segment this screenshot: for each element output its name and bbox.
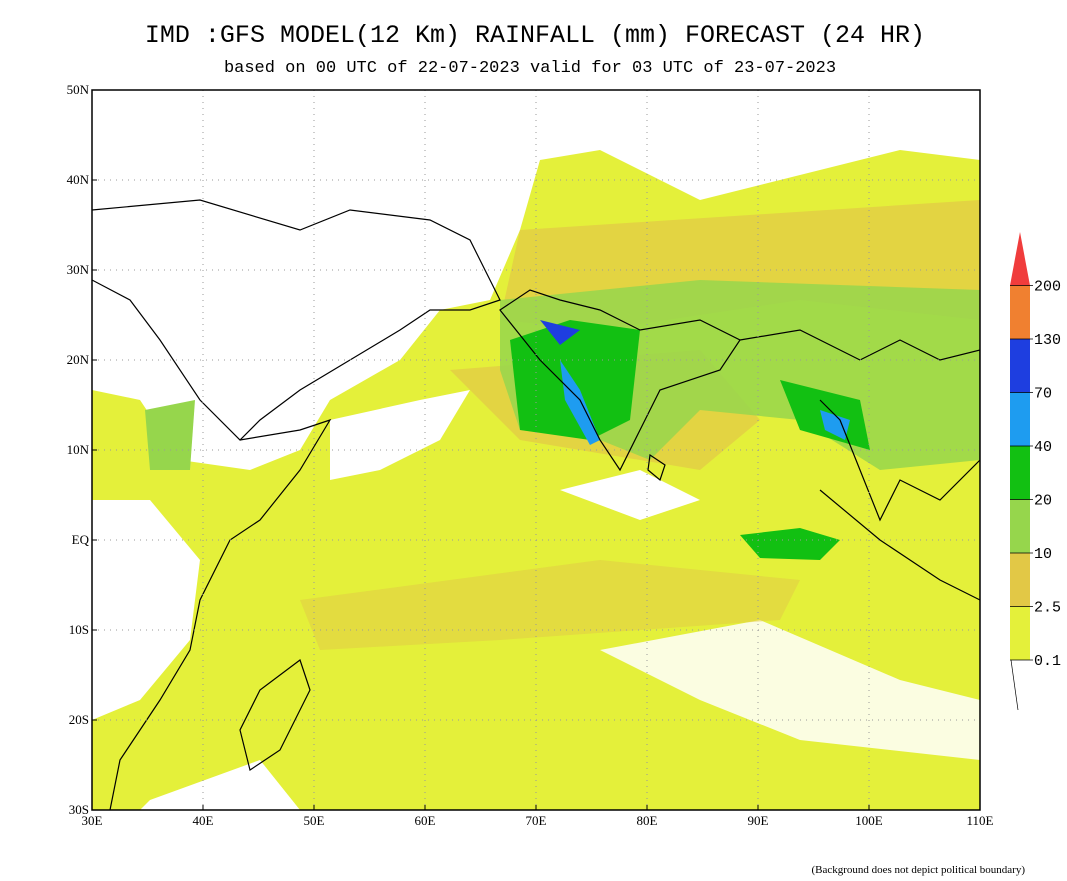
colorbar-arrow xyxy=(1010,232,1030,286)
x-tick-label: 70E xyxy=(526,813,547,828)
colorbar-label: 130 xyxy=(1034,332,1061,349)
y-tick-label: 10S xyxy=(69,622,89,637)
colorbar-label: 10 xyxy=(1034,546,1052,563)
y-tick-label: 40N xyxy=(67,172,90,187)
coastline xyxy=(239,659,311,771)
rain-patch xyxy=(560,360,600,445)
rain-patch xyxy=(510,320,640,440)
colorbar-label: 0.1 xyxy=(1034,653,1061,670)
x-tick-label: 50E xyxy=(304,813,325,828)
dry-area xyxy=(92,500,200,720)
footnote: (Background does not depict political bo… xyxy=(811,864,1025,876)
dry-area xyxy=(600,620,980,760)
colorbar-label: 70 xyxy=(1034,386,1052,403)
colorbar-box xyxy=(1010,339,1030,393)
colorbar-box xyxy=(1010,606,1030,660)
colorbar-label: 2.5 xyxy=(1034,600,1061,617)
coastline xyxy=(819,489,980,601)
coastline xyxy=(499,289,741,472)
dry-area xyxy=(92,90,980,470)
x-tick-label: 100E xyxy=(855,813,883,828)
title: IMD :GFS MODEL(12 Km) RAINFALL (mm) FORE… xyxy=(145,21,925,50)
rain-patch xyxy=(820,410,850,440)
y-tick-label: 20N xyxy=(67,352,90,367)
x-tick-label: 40E xyxy=(193,813,214,828)
rain-patch xyxy=(300,560,800,650)
colorbar: 0.1 2.5 10 20 40 70 130 200 xyxy=(1010,232,1061,711)
x-tick-label: 110E xyxy=(967,813,994,828)
x-tick-label: 60E xyxy=(415,813,436,828)
colorbar-box xyxy=(1010,392,1030,446)
subtitle: based on 00 UTC of 22-07-2023 valid for … xyxy=(224,59,836,78)
y-tick-label: 50N xyxy=(67,82,90,97)
x-tick-label: 90E xyxy=(748,813,769,828)
colorbar-tail xyxy=(1010,659,1019,711)
dry-area xyxy=(140,760,300,810)
rain-patch xyxy=(145,400,195,470)
dry-area xyxy=(330,390,470,480)
colorbar-box xyxy=(1010,499,1030,553)
x-tick-label: 30E xyxy=(82,813,103,828)
y-tick-label: 20S xyxy=(69,712,89,727)
rain-patch xyxy=(740,528,840,560)
colorbar-label: 200 xyxy=(1034,279,1061,296)
dry-area xyxy=(560,470,700,520)
colorbar-label: 20 xyxy=(1034,493,1052,510)
colorbar-label: 40 xyxy=(1034,439,1052,456)
colorbar-box xyxy=(1010,553,1030,607)
colorbar-box xyxy=(1010,285,1030,339)
coastline xyxy=(647,453,666,482)
rain-patch xyxy=(540,320,580,345)
y-tick-label: 30N xyxy=(67,262,90,277)
y-tick-label: 10N xyxy=(67,442,90,457)
x-tick-label: 80E xyxy=(637,813,658,828)
colorbar-box xyxy=(1010,446,1030,500)
y-tick-label: EQ xyxy=(72,532,90,547)
y-tick-label: 30S xyxy=(69,802,89,817)
coastline xyxy=(92,199,501,441)
